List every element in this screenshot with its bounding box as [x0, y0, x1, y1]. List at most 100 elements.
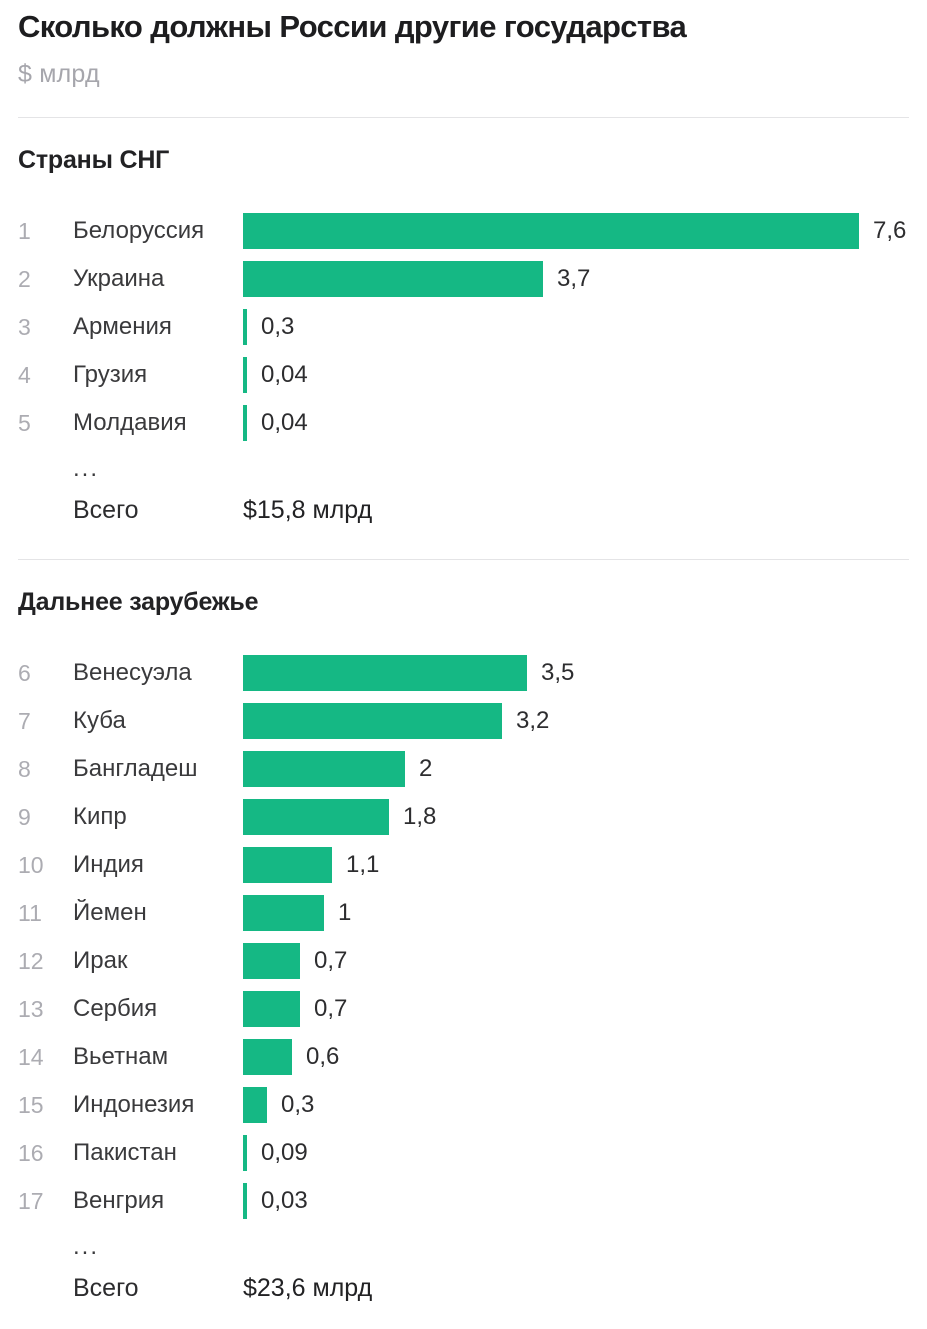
chart-row: 6 Венесуэла 3,5 [18, 649, 909, 697]
row-label: Бангладеш [73, 755, 198, 783]
total-label: Всего [73, 495, 139, 524]
row-rank: 9 [18, 803, 31, 830]
row-bar [243, 405, 247, 442]
row-value: 2 [419, 755, 433, 783]
row-bar [243, 357, 247, 394]
row-label: Венгрия [73, 1187, 165, 1215]
ellipsis-row: ... [73, 1233, 100, 1261]
row-bar [243, 703, 502, 740]
row-value: 0,3 [281, 1091, 315, 1119]
chart-row: 9 Кипр 1,8 [18, 793, 909, 841]
chart-row: 10 Индия 1,1 [18, 841, 909, 889]
row-value: 0,7 [314, 947, 348, 975]
row-bar [243, 1135, 247, 1172]
chart-row: 15 Индонезия 0,3 [18, 1081, 909, 1129]
chart-row: 5 Молдавия 0,04 [18, 399, 909, 447]
row-rank: 1 [18, 217, 31, 244]
row-rank: 13 [18, 995, 44, 1022]
row-rank: 14 [18, 1043, 44, 1070]
row-label: Вьетнам [73, 1043, 169, 1071]
row-value: 0,7 [314, 995, 348, 1023]
chart-row: 17 Венгрия 0,03 [18, 1177, 909, 1225]
page-subtitle: $ млрд [18, 60, 100, 89]
row-bar [243, 991, 300, 1028]
row-value: 0,04 [261, 409, 308, 437]
row-label: Армения [73, 313, 172, 341]
row-label: Индия [73, 851, 144, 879]
row-rank: 15 [18, 1091, 44, 1118]
row-label: Молдавия [73, 409, 187, 437]
row-value: 3,5 [541, 659, 575, 687]
chart-row: 11 Йемен 1 [18, 889, 909, 937]
row-bar [243, 213, 859, 250]
row-value: 0,6 [306, 1043, 340, 1071]
total-row: Всего $23,6 млрд [18, 1267, 909, 1309]
chart-row: 14 Вьетнам 0,6 [18, 1033, 909, 1081]
section-far-abroad: Дальнее зарубежье 6 Венесуэла 3,5 7 Куба 3,2 8… [18, 559, 909, 1309]
row-value: 7,6 [873, 217, 907, 245]
row-value: 3,2 [516, 707, 550, 735]
row-label: Сербия [73, 995, 158, 1023]
row-value: 0,04 [261, 361, 308, 389]
row-rank: 6 [18, 659, 31, 686]
row-rank: 11 [18, 899, 42, 926]
ellipsis-row: ... [73, 455, 100, 483]
row-bar [243, 751, 405, 788]
row-bar [243, 1087, 267, 1124]
row-label: Индонезия [73, 1091, 195, 1119]
total-value: $23,6 млрд [243, 1273, 373, 1302]
row-rank: 3 [18, 313, 31, 340]
row-bar [243, 309, 247, 346]
row-rank: 10 [18, 851, 44, 878]
chart-row: 2 Украина 3,7 [18, 255, 909, 303]
row-label: Ирак [73, 947, 128, 975]
chart-row: 4 Грузия 0,04 [18, 351, 909, 399]
row-label: Украина [73, 265, 165, 293]
row-bar [243, 1183, 247, 1220]
chart-row: 1 Белоруссия 7,6 [18, 207, 909, 255]
row-rank: 8 [18, 755, 31, 782]
row-value: 0,03 [261, 1187, 308, 1215]
row-rank: 12 [18, 947, 44, 974]
chart-row: 16 Пакистан 0,09 [18, 1129, 909, 1177]
chart-row: 3 Армения 0,3 [18, 303, 909, 351]
row-rank: 5 [18, 409, 31, 436]
row-label: Грузия [73, 361, 148, 389]
section-header: Страны СНГ [18, 146, 170, 175]
row-label: Кипр [73, 803, 127, 831]
row-bar [243, 655, 527, 692]
total-value: $15,8 млрд [243, 495, 373, 524]
page-title: Сколько должны России другие государства [18, 9, 687, 44]
row-bar [243, 261, 543, 298]
bar-rows: 1 Белоруссия 7,6 2 Украина 3,7 3 Армения 0,3 4 Гру… [18, 207, 909, 447]
section-divider [18, 117, 909, 119]
section-header: Дальнее зарубежье [18, 588, 259, 617]
row-rank: 16 [18, 1139, 44, 1166]
row-label: Йемен [73, 899, 147, 927]
row-bar [243, 895, 324, 932]
total-row: Всего $15,8 млрд [18, 489, 909, 531]
row-rank: 2 [18, 265, 31, 292]
section-divider [18, 559, 909, 561]
row-bar [243, 847, 332, 884]
section-cis: Страны СНГ 1 Белоруссия 7,6 2 Украина 3,7 3 Арм… [18, 117, 909, 531]
bar-rows: 6 Венесуэла 3,5 7 Куба 3,2 8 Бангладеш 2 9 Кипр 1,8… [18, 649, 909, 1225]
row-rank: 4 [18, 361, 31, 388]
row-value: 1,1 [346, 851, 380, 879]
row-bar [243, 1039, 292, 1076]
row-label: Белоруссия [73, 217, 205, 245]
row-bar [243, 943, 300, 980]
row-value: 1,8 [403, 803, 437, 831]
row-label: Куба [73, 707, 126, 735]
row-bar [243, 799, 389, 836]
row-value: 1 [338, 899, 352, 927]
chart-row: 7 Куба 3,2 [18, 697, 909, 745]
row-label: Пакистан [73, 1139, 177, 1167]
row-value: 0,09 [261, 1139, 308, 1167]
chart-row: 12 Ирак 0,7 [18, 937, 909, 985]
row-value: 3,7 [557, 265, 591, 293]
row-label: Венесуэла [73, 659, 192, 687]
row-rank: 17 [18, 1187, 44, 1214]
row-value: 0,3 [261, 313, 295, 341]
